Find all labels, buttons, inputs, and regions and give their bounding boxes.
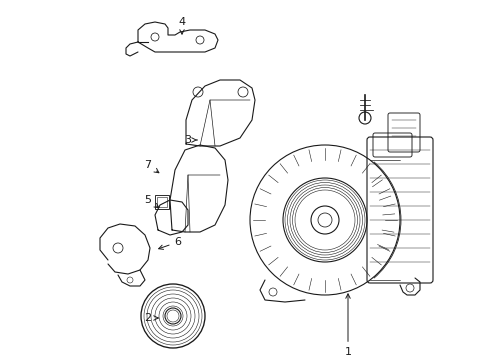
Text: 4: 4 <box>178 17 185 34</box>
Text: 3: 3 <box>184 135 197 145</box>
Text: 1: 1 <box>344 294 351 357</box>
Text: 5: 5 <box>144 195 159 208</box>
Text: 2: 2 <box>144 313 158 323</box>
Text: 7: 7 <box>144 160 159 173</box>
Text: 6: 6 <box>158 237 181 249</box>
